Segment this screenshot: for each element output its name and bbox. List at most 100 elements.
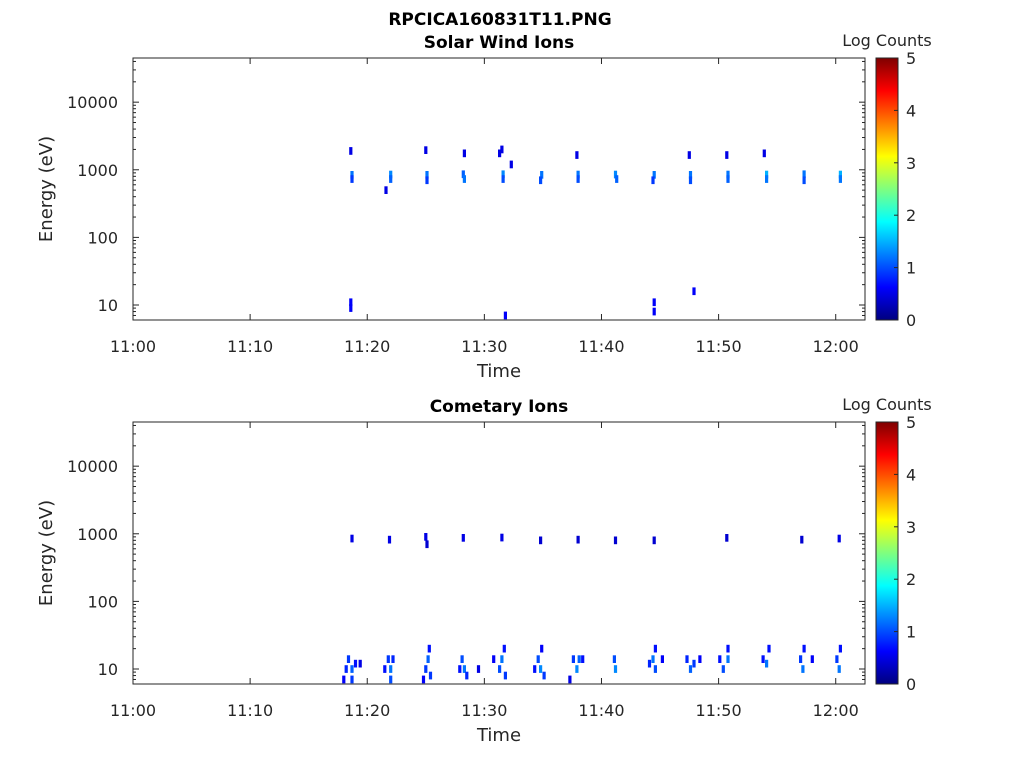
x-tick-label: 11:00: [110, 701, 156, 720]
colorbar-tick-label: 2: [906, 570, 916, 589]
heatmap-cell: [501, 170, 505, 179]
heatmap-cell: [424, 533, 428, 541]
heatmap-cell: [460, 655, 464, 663]
heatmap-cell: [721, 665, 725, 673]
heatmap-cell: [692, 659, 696, 668]
heatmap-cell: [428, 671, 433, 680]
y-tick-label: 100: [87, 228, 118, 247]
heatmap-cell: [533, 665, 537, 673]
heatmap-cell: [391, 655, 395, 663]
heatmap-cell: [503, 671, 507, 680]
heatmap-cell: [762, 149, 766, 158]
colorbar-tick-label: 0: [906, 675, 916, 694]
panel-title: Cometary Ions: [430, 397, 569, 417]
heatmap-cell: [660, 655, 664, 663]
heatmap-cell: [652, 171, 656, 179]
heatmap-cell: [576, 175, 580, 183]
heatmap-cell: [350, 175, 354, 183]
heatmap-cell: [346, 655, 351, 663]
x-tick-label: 11:20: [344, 701, 390, 720]
heatmap-cell: [425, 171, 429, 179]
heatmap-cell: [726, 644, 730, 653]
heatmap-cell: [653, 644, 657, 653]
heatmap-cell: [765, 659, 769, 668]
heatmap-cell: [726, 170, 730, 179]
heatmap-cell: [571, 655, 575, 663]
heatmap-cell: [350, 534, 354, 543]
heatmap-cell: [718, 655, 722, 663]
heatmap-cell: [350, 675, 354, 684]
heatmap-cell: [838, 644, 842, 653]
x-tick-label: 11:40: [578, 701, 624, 720]
x-tick-label: 11:10: [227, 701, 273, 720]
heatmap-cell: [342, 675, 346, 684]
colorbar-scale: [875, 421, 899, 685]
x-tick-label: 11:40: [578, 337, 624, 356]
heatmap-cell: [837, 534, 841, 543]
y-axis-label: Energy (eV): [36, 500, 57, 606]
heatmap-cell: [353, 659, 358, 668]
x-tick-label: 11:10: [227, 337, 273, 356]
heatmap-cell: [613, 170, 618, 179]
heatmap-cell: [462, 149, 466, 158]
heatmap-cell: [501, 175, 505, 183]
colorbar-tick-label: 5: [906, 413, 916, 432]
heatmap-cell: [384, 186, 388, 194]
heatmap-cell: [389, 175, 393, 183]
heatmap-cell: [647, 659, 652, 668]
colorbar-tick-label: 2: [906, 206, 916, 225]
heatmap-cell: [653, 665, 657, 673]
heatmap-cell: [688, 176, 693, 185]
heatmap-cell: [539, 665, 543, 673]
heatmap-cell: [349, 147, 353, 155]
axes-box: [132, 57, 866, 321]
colorbar-tick-label: 4: [906, 101, 916, 120]
heatmap-cell: [688, 171, 693, 179]
heatmap-cell: [425, 540, 429, 549]
x-tick-label: 12:00: [813, 701, 859, 720]
panel-title: Solar Wind Ions: [424, 33, 575, 53]
axes-box: [132, 421, 866, 685]
x-tick-label: 11:50: [696, 701, 742, 720]
heatmap-cell: [389, 170, 393, 179]
heatmap-cell: [540, 644, 544, 653]
x-tick-label: 11:30: [461, 337, 507, 356]
heatmap-cell: [540, 171, 544, 179]
heatmap-cell: [651, 655, 655, 663]
heatmap-cell: [344, 665, 348, 673]
y-tick-label: 10: [98, 660, 118, 679]
heatmap-cells: [342, 533, 842, 684]
heatmap-cell: [838, 175, 842, 183]
heatmap-cell: [802, 170, 806, 179]
heatmap-cell: [799, 655, 803, 663]
heatmap-cell: [835, 655, 839, 663]
heatmap-cell: [465, 671, 469, 680]
colorbar-tick-label: 3: [906, 154, 916, 173]
x-tick-label: 11:00: [110, 337, 156, 356]
heatmap-cell: [462, 175, 466, 183]
heatmap-cell: [536, 655, 540, 663]
heatmap-cell: [613, 665, 618, 673]
heatmap-cell: [426, 655, 430, 663]
heatmap-cell: [577, 655, 581, 663]
colorbar-tick-label: 1: [906, 259, 916, 278]
y-tick-label: 1000: [77, 161, 118, 180]
heatmap-cell: [726, 655, 730, 663]
heatmap-cell: [349, 304, 353, 312]
heatmap-cell: [652, 536, 656, 545]
heatmap-cell: [612, 655, 616, 663]
y-tick-label: 10: [98, 296, 118, 315]
heatmap-cell: [476, 665, 481, 673]
heatmap-cell: [509, 160, 513, 169]
y-tick-label: 100: [87, 592, 118, 611]
y-tick-label: 1000: [77, 525, 118, 544]
heatmap-cell: [725, 534, 729, 542]
heatmap-cell: [358, 659, 362, 668]
heatmap-cell: [383, 665, 387, 673]
heatmap-cell: [576, 535, 580, 544]
y-tick-label: 10000: [67, 457, 118, 476]
heatmap-cell: [802, 176, 806, 185]
x-tick-label: 11:50: [696, 337, 742, 356]
